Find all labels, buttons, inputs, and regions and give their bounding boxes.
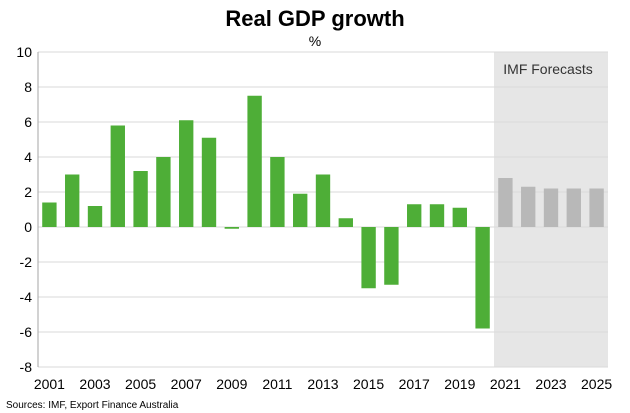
x-tick-label: 2015 — [353, 376, 384, 392]
chart-title: Real GDP growth — [225, 6, 404, 31]
bar-2002 — [65, 174, 80, 227]
chart-subtitle: % — [309, 33, 321, 49]
bar-2020 — [475, 227, 490, 329]
bar-2009 — [224, 227, 239, 229]
x-tick-labels: 2001 2003 2005 2007 2009 2011 2013 2015 2017 2019… — [34, 376, 613, 392]
bar-2004 — [110, 125, 125, 227]
bar-2016 — [384, 227, 399, 285]
y-tick-label: 4 — [24, 149, 32, 165]
x-tick-label: 2021 — [490, 376, 521, 392]
y-tick-label: 6 — [24, 114, 32, 130]
y-tick-label: 0 — [24, 219, 32, 235]
bar-2005 — [133, 171, 148, 227]
x-tick-label: 2009 — [216, 376, 247, 392]
bar-2013 — [315, 174, 331, 227]
bar-2019 — [452, 207, 467, 227]
bar-2024 — [566, 188, 581, 227]
bar-2010 — [247, 95, 262, 227]
y-tick-label: -4 — [20, 289, 33, 305]
bar-2021 — [498, 178, 513, 227]
x-tick-label: 2011 — [262, 376, 292, 392]
bar-2008 — [201, 137, 217, 227]
bar-2022 — [521, 186, 536, 227]
x-tick-label: 2007 — [171, 376, 202, 392]
y-tick-labels: 10 8 6 4 2 0 -2 -4 -6 -8 — [16, 44, 32, 375]
x-tick-label: 2013 — [307, 376, 338, 392]
bar-2015 — [361, 227, 376, 289]
bar-2001 — [42, 202, 57, 227]
bar-2023 — [543, 188, 559, 227]
y-tick-label: -2 — [20, 254, 33, 270]
x-tick-label: 2025 — [581, 376, 612, 392]
y-tick-label: -8 — [20, 359, 33, 375]
bar-2014 — [338, 218, 353, 227]
forecast-label: IMF Forecasts — [503, 61, 592, 77]
bar-2018 — [429, 204, 445, 227]
x-tick-label: 2005 — [125, 376, 156, 392]
bars — [42, 95, 604, 329]
x-tick-label: 2017 — [399, 376, 430, 392]
bar-2003 — [87, 206, 103, 227]
y-tick-label: -6 — [20, 324, 33, 340]
bar-2012 — [293, 193, 308, 227]
bar-2006 — [156, 157, 171, 227]
source-note: Sources: IMF, Export Finance Australia — [6, 400, 179, 411]
x-tick-label: 2003 — [79, 376, 110, 392]
x-tick-label: 2019 — [444, 376, 475, 392]
x-tick-label: 2001 — [34, 376, 65, 392]
bar-2011 — [270, 157, 285, 227]
bar-2025 — [589, 188, 604, 227]
bar-2007 — [179, 120, 194, 227]
y-tick-label: 2 — [24, 184, 32, 200]
y-tick-label: 10 — [16, 44, 32, 60]
bar-2017 — [407, 204, 422, 227]
y-tick-label: 8 — [24, 79, 32, 95]
x-tick-label: 2023 — [535, 376, 566, 392]
